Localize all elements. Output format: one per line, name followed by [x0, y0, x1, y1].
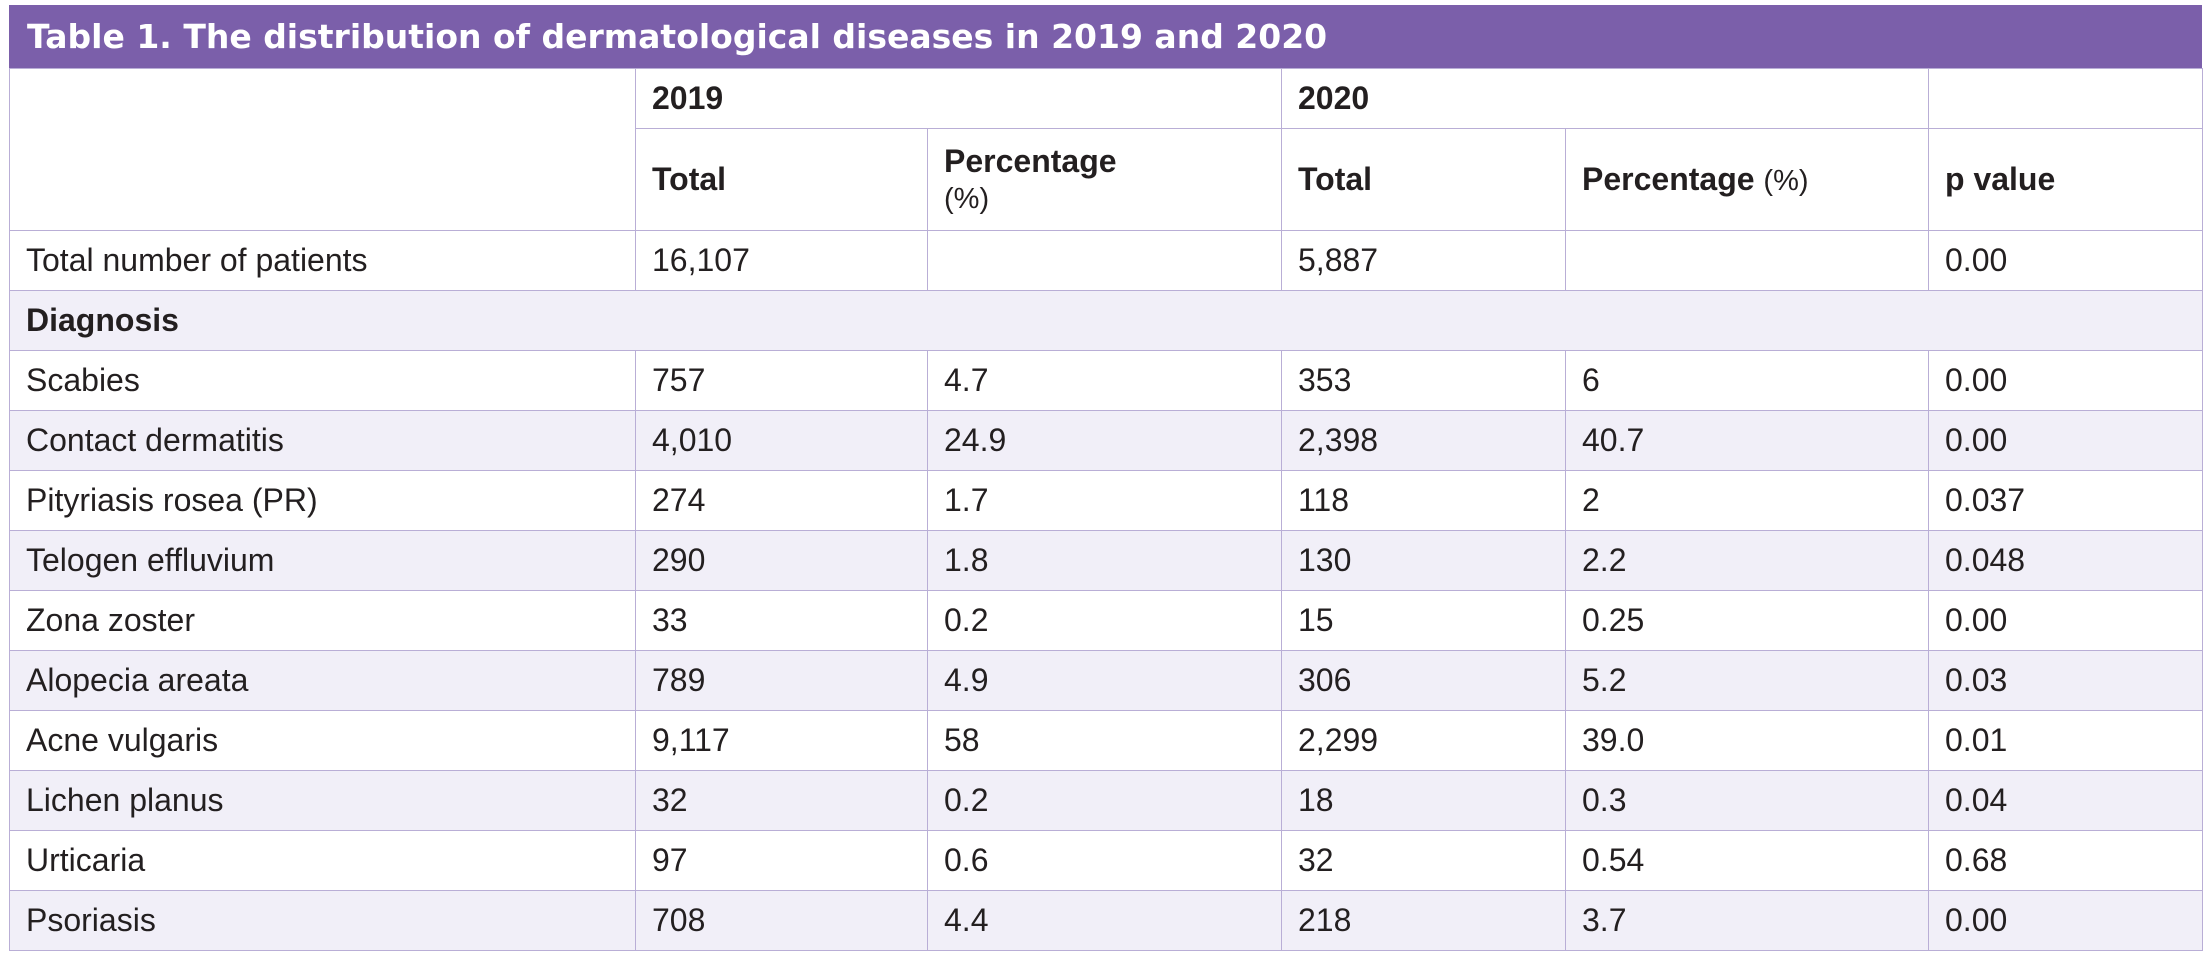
pct-2019-cell: 4.7: [927, 350, 1282, 411]
col-pct-2019-header: Percentage (%): [927, 128, 1282, 231]
pct-2019-cell: 24.9: [927, 410, 1282, 471]
total-2019-cell: 708: [635, 890, 928, 951]
total-patients-pct-2019: [927, 230, 1282, 291]
table-row: Acne vulgaris 9,117 58 2,299 39.0 0.01: [9, 710, 2203, 771]
pct-2019-header-line2: (%): [944, 182, 990, 215]
total-patients-row: Total number of patients 16,107 5,887 0.…: [9, 230, 2203, 291]
year-2020-header: 2020: [1281, 68, 1929, 129]
col-pct-2020-header: Percentage (%): [1565, 128, 1929, 231]
diagnosis-cell: Telogen effluvium: [9, 530, 636, 591]
total-2020-cell: 18: [1281, 770, 1566, 831]
diagnosis-section-label: Diagnosis: [9, 290, 2203, 351]
total-2019-cell: 9,117: [635, 710, 928, 771]
col-total-2020-header: Total: [1281, 128, 1566, 231]
p-value-cell: 0.68: [1928, 830, 2203, 891]
pct-2020-cell: 0.25: [1565, 590, 1929, 651]
table-title: Table 1. The distribution of dermatologi…: [9, 5, 2202, 68]
diagnosis-cell: Pityriasis rosea (PR): [9, 470, 636, 531]
pct-2020-cell: 40.7: [1565, 410, 1929, 471]
p-value-cell: 0.00: [1928, 590, 2203, 651]
diagnosis-cell: Contact dermatitis: [9, 410, 636, 471]
diagnosis-cell: Acne vulgaris: [9, 710, 636, 771]
pct-2019-cell: 0.2: [927, 590, 1282, 651]
total-2019-cell: 4,010: [635, 410, 928, 471]
total-2019-cell: 290: [635, 530, 928, 591]
pct-2020-header-main: Percentage: [1582, 161, 1764, 197]
total-2020-cell: 353: [1281, 350, 1566, 411]
total-patients-label: Total number of patients: [9, 230, 636, 291]
total-2020-cell: 306: [1281, 650, 1566, 711]
header-empty-cell: [9, 68, 636, 231]
pct-2020-cell: 0.3: [1565, 770, 1929, 831]
total-2020-cell: 2,398: [1281, 410, 1566, 471]
total-2019-cell: 97: [635, 830, 928, 891]
p-value-cell: 0.037: [1928, 470, 2203, 531]
total-patients-p-value: 0.00: [1928, 230, 2203, 291]
pct-2019-cell: 0.6: [927, 830, 1282, 891]
p-value-cell: 0.00: [1928, 890, 2203, 951]
p-value-cell: 0.03: [1928, 650, 2203, 711]
diagnosis-cell: Urticaria: [9, 830, 636, 891]
total-2020-cell: 32: [1281, 830, 1566, 891]
total-patients-2020: 5,887: [1281, 230, 1566, 291]
pct-2020-cell: 39.0: [1565, 710, 1929, 771]
header-blank-cell: [1928, 68, 2203, 129]
pct-2020-cell: 2.2: [1565, 530, 1929, 591]
total-patients-pct-2020: [1565, 230, 1929, 291]
diagnosis-cell: Scabies: [9, 350, 636, 411]
total-patients-2019: 16,107: [635, 230, 928, 291]
column-header-row: Total Percentage (%) Total Percentage (%…: [10, 128, 2203, 231]
total-2020-cell: 130: [1281, 530, 1566, 591]
pct-2020-header-unit: (%): [1763, 165, 1809, 197]
table-row: Urticaria 97 0.6 32 0.54 0.68: [9, 830, 2203, 891]
total-2019-cell: 33: [635, 590, 928, 651]
total-2019-cell: 32: [635, 770, 928, 831]
p-value-cell: 0.04: [1928, 770, 2203, 831]
p-value-cell: 0.00: [1928, 410, 2203, 471]
total-2020-cell: 118: [1281, 470, 1566, 531]
p-value-cell: 0.00: [1928, 350, 2203, 411]
diagnosis-cell: Lichen planus: [9, 770, 636, 831]
total-2020-cell: 2,299: [1281, 710, 1566, 771]
p-value-cell: 0.048: [1928, 530, 2203, 591]
pct-2019-header-line1: Percentage: [944, 142, 1117, 179]
diagnosis-cell: Alopecia areata: [9, 650, 636, 711]
table-row: Psoriasis 708 4.4 218 3.7 0.00: [9, 890, 2203, 951]
total-2019-cell: 757: [635, 350, 928, 411]
pct-2019-cell: 1.7: [927, 470, 1282, 531]
col-p-value-header: p value: [1928, 128, 2203, 231]
table-row: Zona zoster 33 0.2 15 0.25 0.00: [9, 590, 2203, 651]
year-2019-header: 2019: [635, 68, 1282, 129]
table-row: Alopecia areata 789 4.9 306 5.2 0.03: [9, 650, 2203, 711]
pct-2019-cell: 4.9: [927, 650, 1282, 711]
pct-2020-cell: 2: [1565, 470, 1929, 531]
data-table: 2019 2020 Total Percentage (%) Total Per…: [9, 68, 2203, 951]
pct-2019-cell: 0.2: [927, 770, 1282, 831]
diagnosis-section-row: Diagnosis: [9, 290, 2203, 351]
total-2019-cell: 274: [635, 470, 928, 531]
table-row: Contact dermatitis 4,010 24.9 2,398 40.7 0.00: [9, 410, 2203, 471]
table-row: Lichen planus 32 0.2 18 0.3 0.04: [9, 770, 2203, 831]
total-2020-cell: 15: [1281, 590, 1566, 651]
pct-2019-cell: 58: [927, 710, 1282, 771]
table-row: Scabies 757 4.7 353 6 0.00: [9, 350, 2203, 411]
p-value-cell: 0.01: [1928, 710, 2203, 771]
pct-2020-cell: 3.7: [1565, 890, 1929, 951]
pct-2020-cell: 0.54: [1565, 830, 1929, 891]
total-2020-cell: 218: [1281, 890, 1566, 951]
pct-2019-cell: 1.8: [927, 530, 1282, 591]
col-total-2019-header: Total: [635, 128, 928, 231]
total-2019-cell: 789: [635, 650, 928, 711]
table-row: Pityriasis rosea (PR) 274 1.7 118 2 0.037: [9, 470, 2203, 531]
diagnosis-cell: Psoriasis: [9, 890, 636, 951]
year-header-row: 2019 2020: [9, 68, 2203, 231]
pct-2020-cell: 6: [1565, 350, 1929, 411]
pct-2020-cell: 5.2: [1565, 650, 1929, 711]
table-row: Telogen effluvium 290 1.8 130 2.2 0.048: [9, 530, 2203, 591]
diagnosis-cell: Zona zoster: [9, 590, 636, 651]
pct-2019-cell: 4.4: [927, 890, 1282, 951]
table-container: Table 1. The distribution of dermatologi…: [9, 5, 2203, 951]
